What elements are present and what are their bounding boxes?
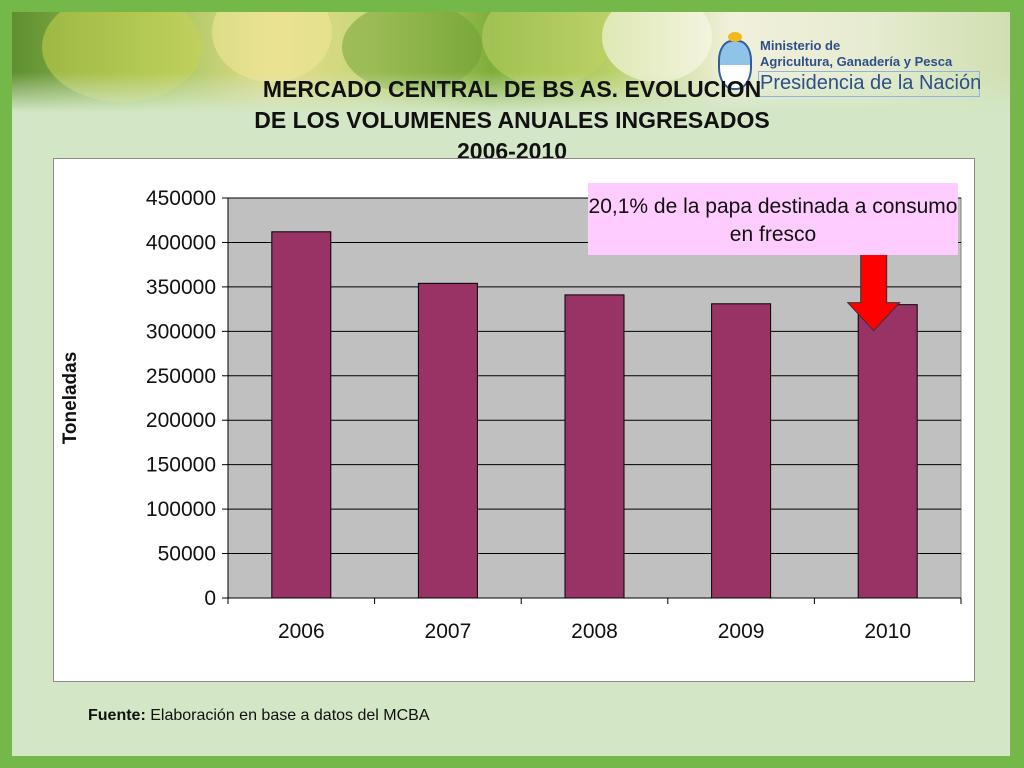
banner-fade xyxy=(12,72,1010,112)
chart-area: 0 50000 100000 150000 200000 250000 300000 3500… xyxy=(53,158,975,682)
y-tick-label: 450000 xyxy=(146,187,216,210)
y-tick-label: 100000 xyxy=(146,498,216,521)
x-tick-label: 2007 xyxy=(425,620,472,643)
x-tick-label: 2010 xyxy=(864,620,911,643)
ministry-logo: Ministerio de Agricultura, Ganadería y P… xyxy=(718,32,982,98)
y-tick-label: 400000 xyxy=(146,231,216,254)
y-tick-label: 250000 xyxy=(146,365,216,388)
y-tick-label: 150000 xyxy=(146,454,216,477)
source-label: Fuente: xyxy=(88,707,146,724)
logo-line-1: Ministerio de xyxy=(760,38,841,53)
bar xyxy=(564,294,625,599)
source-note: Fuente: Elaboración en base a datos del … xyxy=(88,707,430,725)
bar xyxy=(271,231,332,599)
bar xyxy=(417,282,478,599)
y-tick-label: 0 xyxy=(204,587,216,610)
y-tick-label: 200000 xyxy=(146,409,216,432)
coat-of-arms-icon xyxy=(718,40,752,90)
logo-line-3: Presidencia de la Nación xyxy=(760,72,982,94)
logo-frame xyxy=(758,71,980,97)
bar xyxy=(857,304,918,599)
bar-chart: 0 50000 100000 150000 200000 250000 300000 3500… xyxy=(60,187,962,643)
x-tick-label: 2009 xyxy=(718,620,765,643)
y-tick-label: 300000 xyxy=(146,320,216,343)
x-tick-label: 2008 xyxy=(571,620,618,643)
title-line-2: DE LOS VOLUMENES ANUALES INGRESADOS xyxy=(254,107,770,133)
logo-line-2: Agricultura, Ganadería y Pesca xyxy=(760,54,953,69)
x-tick-label: 2006 xyxy=(278,620,325,643)
slide-title: MERCADO CENTRAL DE BS AS. EVOLUCION DE L… xyxy=(142,74,882,167)
callout-box: 20,1% de la papa destinada a consumo en … xyxy=(588,183,958,255)
y-tick-label: 350000 xyxy=(146,276,216,299)
sun-icon xyxy=(728,32,742,42)
bar xyxy=(711,303,772,599)
slide: Ministerio de Agricultura, Ganadería y P… xyxy=(12,12,1010,756)
source-text: Elaboración en base a datos del MCBA xyxy=(145,707,430,724)
y-tick-label: 50000 xyxy=(158,543,216,566)
title-line-1: MERCADO CENTRAL DE BS AS. EVOLUCION xyxy=(262,76,762,102)
y-axis-label: Toneladas xyxy=(60,352,81,445)
